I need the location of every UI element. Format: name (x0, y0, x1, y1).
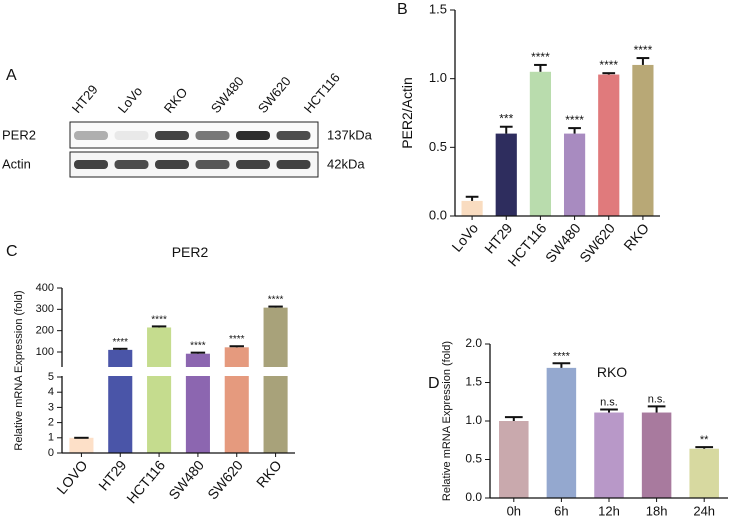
bar (529, 71, 552, 216)
band (155, 131, 189, 140)
band (74, 160, 108, 169)
x-tick-label: 12h (598, 503, 620, 518)
y-tick-label: 1.5 (429, 1, 447, 16)
x-tick-label: SW480 (165, 457, 207, 503)
y-tick-label: 1.0 (465, 413, 482, 427)
x-tick-label: RKO (253, 457, 285, 491)
significance: **** (599, 58, 618, 72)
y-tick-label: 1.5 (465, 375, 482, 389)
y-tick-label: 5 (48, 371, 54, 383)
band (155, 160, 189, 169)
bar (224, 347, 249, 453)
x-tick-label: 24h (693, 503, 715, 518)
y-tick-label: 0.5 (465, 452, 482, 466)
bar (546, 367, 577, 498)
y-tick-label: 100 (36, 346, 54, 358)
x-tick-label: SW620 (204, 457, 246, 503)
bar (499, 421, 529, 498)
panel-label: D (428, 375, 440, 392)
band (276, 160, 311, 169)
bar (108, 349, 133, 453)
y-tick-label: 4 (48, 386, 54, 398)
lane-label: HCT116 (301, 70, 343, 116)
significance: **** (634, 43, 653, 57)
bar (641, 412, 672, 498)
significance: **** (553, 350, 571, 362)
bar (495, 133, 517, 216)
significance: n.s. (600, 396, 618, 408)
significance: **** (151, 314, 167, 325)
bar (594, 412, 624, 498)
x-tick-label: SW620 (576, 220, 618, 266)
row-label: PER2 (2, 127, 36, 142)
x-tick-label: SW480 (542, 220, 584, 266)
chart-title: RKO (597, 364, 627, 380)
row-label: Actin (2, 156, 31, 171)
significance: **** (531, 50, 550, 64)
x-tick-label: HCT116 (123, 457, 168, 507)
y-axis-label: Relative mRNA Expression (fold) (13, 290, 25, 450)
significance: **** (190, 341, 206, 352)
significance: **** (229, 334, 245, 345)
bar (598, 74, 620, 217)
x-tick-label: RKO (620, 220, 652, 254)
y-tick-label: 200 (36, 325, 54, 337)
significance: *** (499, 112, 513, 126)
band (236, 131, 270, 140)
band (236, 160, 270, 169)
lane-label: HT29 (69, 82, 101, 116)
band (114, 131, 149, 140)
y-tick-label: 0.5 (429, 139, 447, 154)
bar (563, 133, 586, 216)
bar (263, 307, 288, 453)
bar (689, 448, 719, 498)
band (74, 131, 108, 140)
band (276, 131, 311, 140)
significance: n.s. (648, 393, 666, 405)
lane-label: RKO (161, 85, 191, 116)
x-tick-label: LOVO (53, 457, 90, 497)
panel-label: B (397, 1, 408, 18)
y-tick-label: 1 (48, 432, 54, 444)
chart-title: PER2 (172, 244, 209, 260)
y-tick-label: 1.0 (429, 70, 447, 85)
x-tick-label: LoVo (448, 220, 481, 255)
y-tick-label: 0 (48, 447, 54, 459)
significance: **** (268, 295, 284, 306)
y-tick-label: 2.0 (465, 336, 482, 350)
significance: **** (112, 337, 128, 348)
lane-label: LoVo (115, 84, 146, 116)
x-tick-label: HT29 (95, 457, 129, 494)
lane-label: SW480 (208, 74, 247, 116)
y-tick-label: 0.0 (429, 207, 447, 222)
band (195, 160, 230, 169)
bar (461, 200, 483, 216)
size-label: 42kDa (327, 156, 365, 171)
bar (69, 437, 94, 453)
x-tick-label: 0h (507, 503, 521, 518)
y-axis-label: PER2/Actin (399, 77, 415, 149)
y-tick-label: 400 (36, 282, 54, 294)
lane-label: SW620 (255, 74, 294, 116)
y-tick-label: 0.0 (465, 490, 482, 504)
band (114, 160, 149, 169)
y-tick-label: 300 (36, 303, 54, 315)
bar (632, 64, 654, 216)
x-tick-label: 6h (554, 503, 568, 518)
axis-break (54, 367, 297, 376)
y-tick-label: 2 (48, 417, 54, 429)
size-label: 137kDa (327, 127, 373, 142)
bar (147, 327, 172, 453)
y-axis-label: Relative mRNA Expression (fold) (441, 341, 453, 501)
panel-label: C (6, 243, 18, 260)
panel-label: A (6, 67, 17, 84)
y-tick-label: 3 (48, 401, 54, 413)
band (195, 131, 230, 140)
significance: ** (700, 434, 709, 446)
significance: **** (565, 113, 584, 127)
x-tick-label: 18h (646, 503, 668, 518)
